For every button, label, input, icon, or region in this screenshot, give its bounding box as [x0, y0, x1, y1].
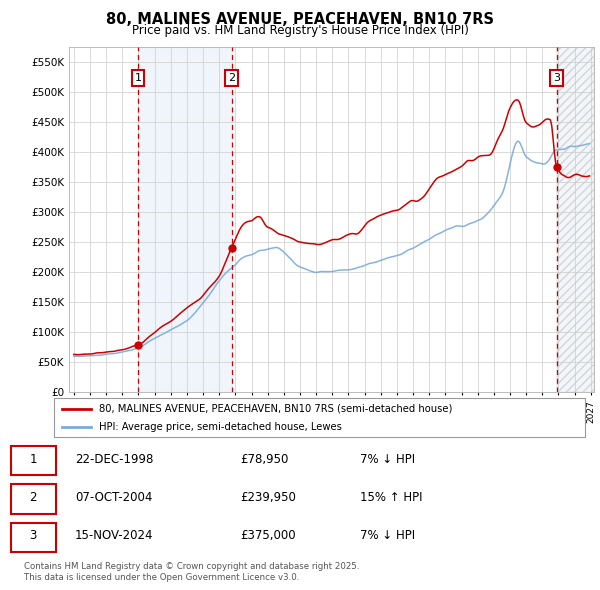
Text: 3: 3 — [29, 529, 37, 542]
Text: 7% ↓ HPI: 7% ↓ HPI — [360, 453, 415, 466]
Text: 3: 3 — [553, 73, 560, 83]
Text: 1: 1 — [134, 73, 142, 83]
FancyBboxPatch shape — [11, 484, 56, 513]
Text: 22-DEC-1998: 22-DEC-1998 — [75, 453, 154, 466]
Text: 07-OCT-2004: 07-OCT-2004 — [75, 491, 152, 504]
Bar — [138, 47, 232, 392]
FancyBboxPatch shape — [11, 446, 56, 476]
Text: HPI: Average price, semi-detached house, Lewes: HPI: Average price, semi-detached house,… — [99, 422, 342, 432]
Bar — [557, 47, 594, 392]
Text: Contains HM Land Registry data © Crown copyright and database right 2025.
This d: Contains HM Land Registry data © Crown c… — [24, 562, 359, 582]
Text: 15% ↑ HPI: 15% ↑ HPI — [360, 491, 422, 504]
Text: £375,000: £375,000 — [240, 529, 296, 542]
Text: 15-NOV-2024: 15-NOV-2024 — [75, 529, 154, 542]
Text: 1: 1 — [29, 453, 37, 466]
Text: Price paid vs. HM Land Registry's House Price Index (HPI): Price paid vs. HM Land Registry's House … — [131, 24, 469, 37]
Bar — [557, 47, 594, 392]
Text: 7% ↓ HPI: 7% ↓ HPI — [360, 529, 415, 542]
Text: £78,950: £78,950 — [240, 453, 289, 466]
Text: 80, MALINES AVENUE, PEACEHAVEN, BN10 7RS (semi-detached house): 80, MALINES AVENUE, PEACEHAVEN, BN10 7RS… — [99, 404, 452, 414]
FancyBboxPatch shape — [11, 523, 56, 552]
Bar — [557, 47, 594, 392]
Text: 2: 2 — [228, 73, 235, 83]
Text: 2: 2 — [29, 491, 37, 504]
FancyBboxPatch shape — [54, 398, 585, 437]
Text: 80, MALINES AVENUE, PEACEHAVEN, BN10 7RS: 80, MALINES AVENUE, PEACEHAVEN, BN10 7RS — [106, 12, 494, 27]
Text: £239,950: £239,950 — [240, 491, 296, 504]
